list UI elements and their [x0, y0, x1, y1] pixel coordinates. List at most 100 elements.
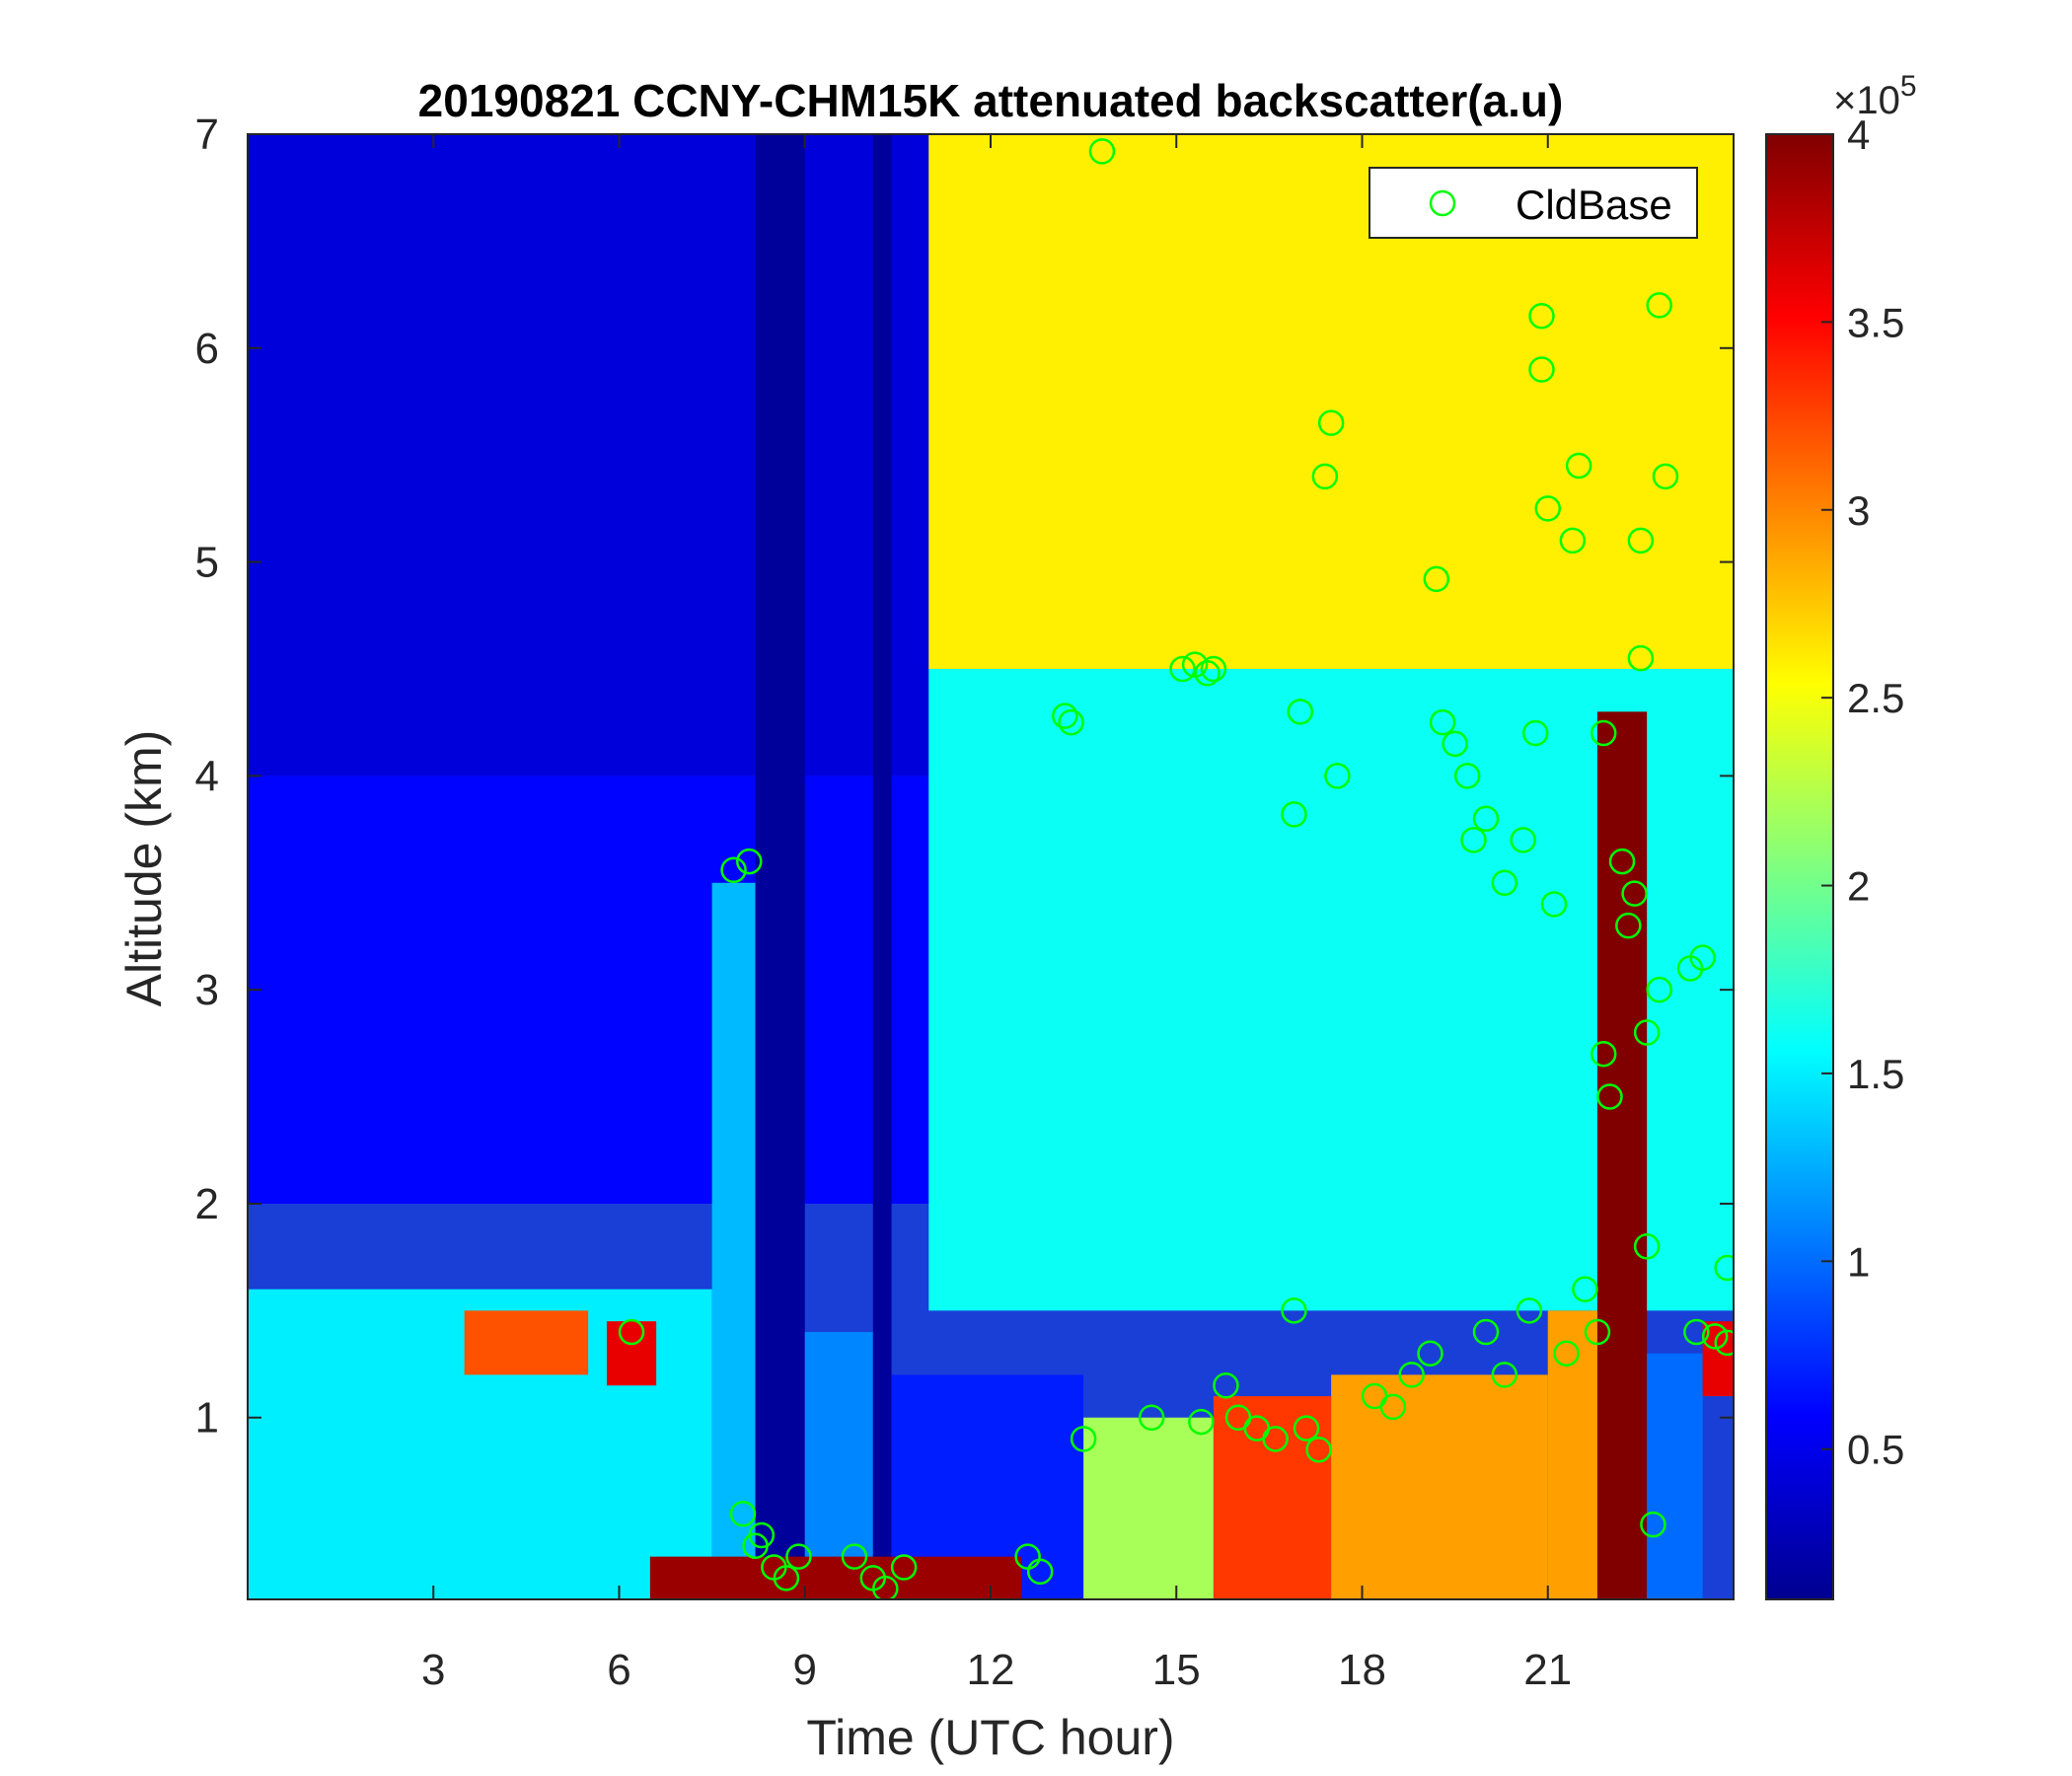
cloud-base-point	[1516, 1297, 1543, 1324]
x-tick-label: 12	[967, 1646, 1015, 1694]
cloud-base-point	[1026, 1558, 1054, 1586]
x-tick-label: 6	[607, 1646, 630, 1694]
cloud-base-point	[1559, 527, 1587, 555]
cloud-base-point	[841, 1543, 868, 1570]
cloud-base-point	[1423, 565, 1450, 593]
cloud-base-point	[773, 1565, 800, 1591]
y-tick-label: 1	[195, 1394, 219, 1443]
cloud-base-point	[1169, 655, 1196, 683]
cloud-base-point	[1701, 1323, 1729, 1350]
heatmap-region	[1647, 1353, 1703, 1599]
cloud-base-point	[1633, 1019, 1661, 1046]
colorbar-tick-label: 4	[1847, 111, 1870, 158]
heatmap-region	[248, 134, 929, 777]
heatmap-region	[872, 134, 892, 1599]
cloud-base-point	[1379, 1393, 1407, 1421]
cloud-base-point	[1510, 827, 1536, 853]
heatmap-region	[248, 776, 929, 1204]
cloud-base-point	[1714, 1329, 1734, 1357]
heatmap-region	[755, 134, 805, 1599]
cloud-base-point	[1188, 1408, 1215, 1436]
y-tick-label: 5	[195, 539, 219, 587]
cloud-base-point	[618, 1318, 645, 1346]
cloud-base-point	[1138, 1404, 1165, 1431]
cloud-base-point	[1317, 409, 1345, 436]
cloud-base-point	[1646, 292, 1672, 319]
cloud-base-point	[1627, 527, 1655, 555]
cloud-base-point	[1615, 912, 1642, 939]
heatmap-region	[606, 1321, 657, 1386]
heatmap-region	[1213, 1396, 1332, 1599]
cloud-base-point	[1646, 976, 1672, 1003]
cloud-base-point	[1472, 805, 1500, 832]
x-tick-label: 21	[1523, 1646, 1572, 1694]
legend-marker-cldbase	[1429, 189, 1456, 217]
cloud-base-point	[1521, 719, 1549, 747]
cloud-base-point	[1058, 708, 1084, 736]
cloud-base-point	[1590, 1040, 1617, 1068]
cloud-base-point	[1689, 944, 1716, 971]
cloud-base-point	[1572, 1276, 1598, 1302]
cloud-base-point	[729, 1501, 757, 1527]
heatmap-region	[1331, 1374, 1548, 1599]
cloud-base-point	[1590, 719, 1617, 747]
cloud-base-point	[1293, 1415, 1320, 1442]
x-tick-label: 18	[1338, 1646, 1386, 1694]
cloud-base-point	[1324, 763, 1351, 789]
cloud-base-point	[1213, 1371, 1239, 1399]
cloud-base-point	[1584, 1318, 1611, 1346]
cloud-base-point	[1398, 1362, 1425, 1388]
colorbar-exponent: ×105	[1833, 70, 1917, 122]
legend-frame	[1369, 167, 1698, 239]
cloud-base-point	[1714, 1254, 1734, 1282]
x-tick-label: 9	[793, 1646, 817, 1694]
x-axis-label: Time (UTC hour)	[806, 1710, 1174, 1765]
y-axis: 1 2 3 4 5 6 7	[195, 111, 1734, 1443]
y-tick-label: 7	[195, 111, 219, 159]
legend-box: CldBase	[1369, 167, 1698, 239]
cloud-base-point	[1627, 644, 1655, 672]
colorbar-tick-label: 2	[1847, 863, 1870, 910]
colorbar-gradient	[1765, 133, 1834, 1600]
x-tick-label: 15	[1152, 1646, 1201, 1694]
cloud-base-point	[1540, 891, 1568, 918]
cloud-base-point	[1281, 801, 1307, 828]
heatmap-region	[649, 1556, 1022, 1599]
cloud-base-point	[1287, 699, 1313, 725]
y-tick-label: 4	[195, 752, 219, 800]
cloud-base-point	[742, 1532, 769, 1560]
cloud-base-point	[872, 1575, 899, 1599]
cloud-base-markers	[618, 138, 1734, 1599]
cloud-base-point	[1417, 1340, 1443, 1367]
heatmap-area	[248, 134, 1734, 1599]
colorbar-ticks: 0.5 1 1.5 2 2.5 3 3.5 4	[1821, 111, 1904, 1473]
x-axis: 3 6 9 12 15 18 21	[421, 134, 1572, 1694]
colorbar-exponent-power: 5	[1900, 70, 1917, 103]
cloud-base-point	[1640, 1511, 1666, 1538]
y-tick-label: 6	[195, 325, 219, 373]
cloud-base-point	[1491, 1362, 1518, 1388]
colorbar-tick-label: 3	[1847, 487, 1870, 534]
cloud-base-point	[1070, 1426, 1097, 1452]
cloud-base-point	[1596, 1083, 1623, 1110]
heatmap-region	[804, 1332, 873, 1599]
cloud-base-point	[1200, 655, 1227, 683]
x-tick-label: 3	[421, 1646, 445, 1694]
cloud-base-point	[1088, 138, 1116, 165]
cloud-base-point	[1460, 827, 1487, 853]
cloud-base-point	[1534, 495, 1561, 522]
cloud-base-point	[1491, 869, 1518, 897]
cloud-base-point	[720, 856, 747, 884]
cloud-base-point	[1262, 1426, 1289, 1452]
cloud-base-point	[1429, 708, 1456, 736]
cloud-base-point	[1565, 452, 1592, 480]
chart-title: 20190821 CCNY-CHM15K attenuated backscat…	[418, 75, 1564, 126]
colorbar-tick-label: 1.5	[1847, 1051, 1904, 1097]
cloud-base-point	[1472, 1318, 1500, 1346]
cloud-base-point	[1608, 848, 1636, 875]
colorbar-exponent-base: ×10	[1833, 79, 1900, 122]
colorbar-tick-label: 0.5	[1847, 1427, 1904, 1473]
cloud-base-point	[736, 848, 763, 875]
cloud-base-point	[1311, 463, 1339, 490]
